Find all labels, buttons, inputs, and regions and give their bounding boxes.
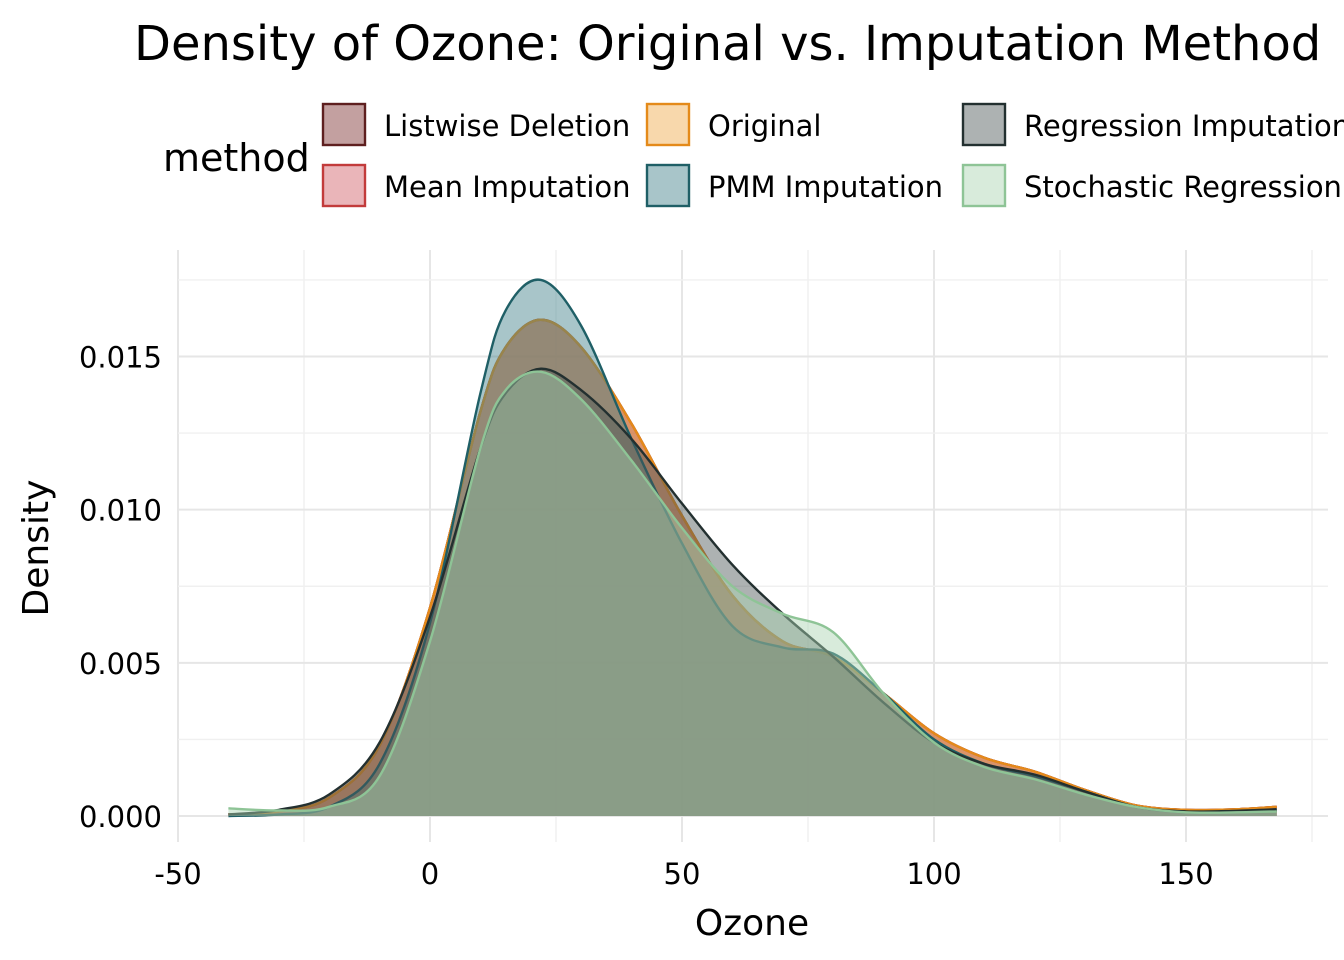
legend-label: Stochastic Regression xyxy=(1024,170,1342,204)
legend-key xyxy=(645,102,691,147)
legend-label: Mean Imputation xyxy=(384,170,631,204)
legend-item-regression-imputation: Regression Imputation xyxy=(961,102,1344,147)
line-regression-imputation xyxy=(228,367,1277,816)
y-tick-label: 0.010 xyxy=(79,494,162,528)
legend-item-pmm-imputation: PMM Imputation xyxy=(645,163,943,208)
legend-key xyxy=(321,102,367,147)
legend-key xyxy=(645,163,691,208)
chart-title: Density of Ozone: Original vs. Imputatio… xyxy=(134,16,1321,72)
legend-label: Regression Imputation xyxy=(1024,109,1344,143)
legend-item-listwise-deletion: Listwise Deletion xyxy=(321,102,630,147)
legend-item-mean-imputation: Mean Imputation xyxy=(321,163,631,208)
area-original xyxy=(228,319,1277,816)
area-stochastic-regression xyxy=(228,371,1277,816)
y-axis-ticks: 0.000 0.005 0.010 0.015 xyxy=(79,341,162,835)
legend: Listwise Deletion Mean Imputation Original… xyxy=(321,102,1344,208)
x-tick-label: 150 xyxy=(1158,857,1213,891)
x-tick-label: 50 xyxy=(664,857,701,891)
legend-item-stochastic-regression: Stochastic Regression xyxy=(961,163,1342,208)
x-axis-ticks: -50 0 50 100 150 xyxy=(154,857,1213,891)
line-stochastic-regression xyxy=(228,370,1277,814)
legend-key xyxy=(961,163,1007,208)
legend-title: method xyxy=(163,136,310,180)
legend-label: Listwise Deletion xyxy=(384,109,630,143)
density-areas xyxy=(228,278,1277,818)
area-listwise-deletion xyxy=(228,319,1277,816)
y-tick-label: 0.000 xyxy=(79,800,162,834)
legend-key xyxy=(321,163,367,208)
legend-label: Original xyxy=(708,109,821,143)
x-tick-label: 0 xyxy=(421,857,439,891)
y-axis-title: Density xyxy=(16,480,57,617)
x-tick-label: -50 xyxy=(154,857,201,891)
area-regression-imputation xyxy=(228,368,1277,816)
legend-item-original: Original xyxy=(645,102,821,147)
x-axis-title: Ozone xyxy=(695,903,809,944)
legend-key xyxy=(961,102,1007,147)
legend-label: PMM Imputation xyxy=(708,170,943,204)
x-tick-label: 100 xyxy=(906,857,961,891)
y-tick-label: 0.015 xyxy=(79,341,162,375)
y-tick-label: 0.005 xyxy=(79,647,162,681)
area-mean-imputation xyxy=(228,319,1277,816)
